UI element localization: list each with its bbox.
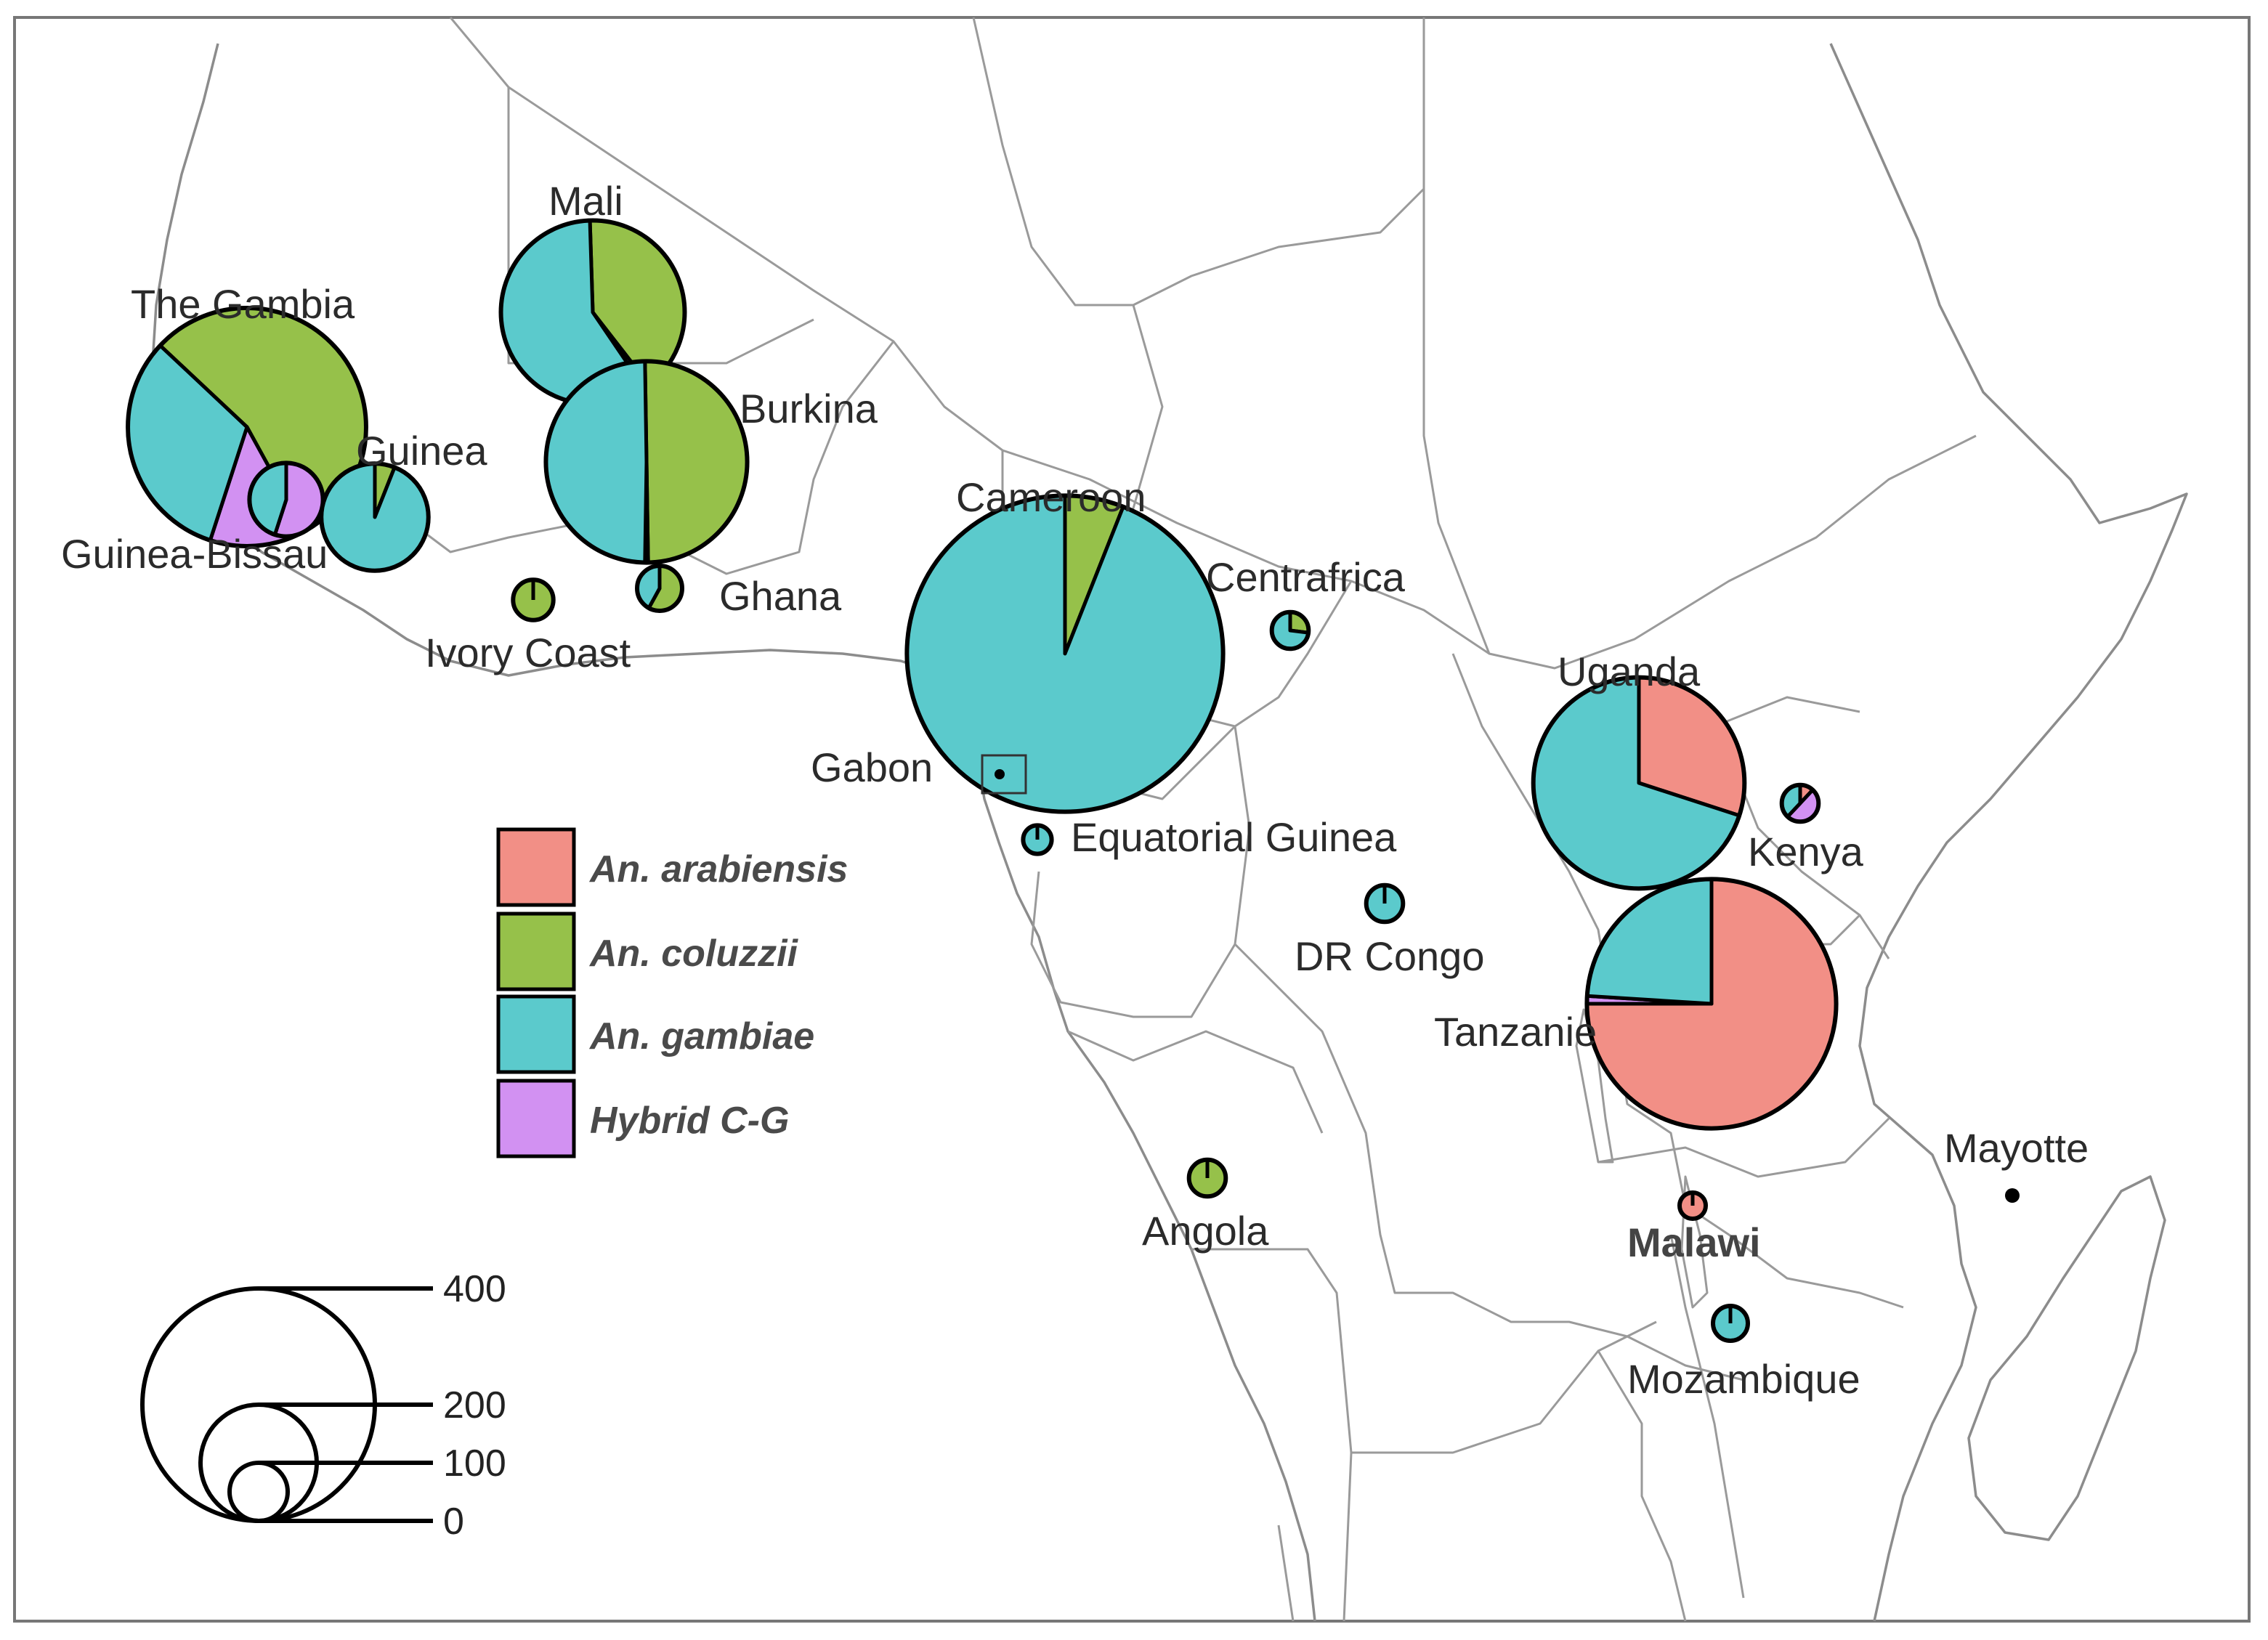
legend-swatch-hybrid (496, 1079, 576, 1158)
legend-swatch-arabiensis (496, 827, 576, 907)
pie-outline-equatorial-guinea (1021, 823, 1054, 856)
legend-label-coluzzii: An. coluzzii (588, 933, 799, 975)
label-tanzanie: Tanzanie (1434, 1009, 1597, 1055)
label-mali: Mali (548, 178, 623, 224)
label-ivory-coast: Ivory Coast (425, 630, 631, 675)
label-mozambique: Mozambique (1627, 1356, 1860, 1402)
label-guinea: Guinea (356, 428, 487, 474)
borders-south (1191, 1233, 1904, 1622)
scale-label-200: 200 (443, 1384, 506, 1426)
pie-angola (1186, 1157, 1228, 1199)
pie-equatorial-guinea (1021, 823, 1054, 856)
pie-burkina (543, 359, 750, 565)
madagascar (1967, 1175, 2166, 1541)
pie-outline-guinea (319, 461, 431, 573)
pie-guinea-bissau (247, 460, 325, 539)
legend-label-hybrid: Hybrid C-G (590, 1100, 789, 1142)
pie-outline-ghana (635, 564, 684, 613)
size-scale: 400 200 100 0 (140, 1268, 506, 1543)
label-equatorial-guinea: Equatorial Guinea (1071, 814, 1397, 860)
species-legend: An. arabiensis An. coluzzii An. gambiae … (496, 827, 848, 1158)
scale-label-400: 400 (443, 1268, 506, 1310)
pie-malawi (1677, 1190, 1708, 1221)
pie-centrafrica (1269, 609, 1311, 651)
pie-dr-congo (1364, 882, 1406, 925)
lake-malawi (1680, 1175, 1709, 1309)
label-angola: Angola (1142, 1208, 1269, 1254)
pie-outline-mozambique (1711, 1304, 1750, 1343)
site-pies (126, 218, 1839, 1343)
pie-outline-uganda (1531, 675, 1747, 891)
label-guinea-bissau: Guinea-Bissau (61, 531, 328, 577)
pie-outline-cameroon (904, 493, 1226, 814)
label-burkina: Burkina (740, 386, 878, 431)
pie-outline-malawi (1677, 1190, 1708, 1221)
pie-outline-ivory-coast (511, 577, 556, 622)
pie-outline-tanzanie (1584, 877, 1839, 1131)
map-frame (13, 16, 2251, 1623)
coastline-east-africa (1829, 43, 2188, 1622)
pie-ghana (635, 564, 684, 613)
label-kenya: Kenya (1748, 829, 1864, 874)
label-uganda: Uganda (1558, 649, 1701, 694)
legend-label-arabiensis: An. arabiensis (588, 848, 848, 890)
pie-cameroon (904, 493, 1226, 814)
label-centrafrica: Centrafrica (1206, 554, 1406, 600)
label-mayotte: Mayotte (1944, 1125, 2089, 1171)
pie-outline-angola (1186, 1157, 1228, 1199)
label-gabon: Gabon (811, 744, 933, 790)
site-labels: The Gambia Guinea-Bissau Guinea Mali Bur… (61, 178, 2089, 1402)
pie-outline-the-gambia (126, 306, 368, 548)
pie-uganda (1531, 675, 1747, 891)
pie-outline-burkina (543, 359, 750, 565)
legend-swatch-gambiae (496, 994, 576, 1074)
pie-mozambique (1711, 1304, 1750, 1343)
pie-guinea (319, 461, 431, 573)
gabon-site-dot (995, 769, 1005, 779)
legend-label-gambiae: An. gambiae (588, 1015, 814, 1058)
label-the-gambia: The Gambia (131, 281, 355, 327)
legend-swatch-coluzzii (496, 912, 576, 991)
pie-kenya (1779, 782, 1821, 824)
label-ghana: Ghana (719, 573, 842, 619)
pie-outline-kenya (1779, 782, 1821, 824)
scale-label-0: 0 (443, 1501, 464, 1543)
pie-ivory-coast (511, 577, 556, 622)
pie-outline-dr-congo (1364, 882, 1406, 925)
lake-tanganyika (1575, 1008, 1614, 1164)
label-malawi: Malawi (1627, 1219, 1761, 1265)
label-dr-congo: DR Congo (1295, 933, 1484, 979)
pie-outline-centrafrica (1269, 609, 1311, 651)
mayotte-site-dot (2005, 1188, 2020, 1203)
label-cameroon: Cameroon (956, 474, 1146, 520)
pie-tanzanie (1584, 877, 1839, 1131)
scale-label-100: 100 (443, 1442, 506, 1485)
gabon-site-marker (981, 754, 1027, 795)
